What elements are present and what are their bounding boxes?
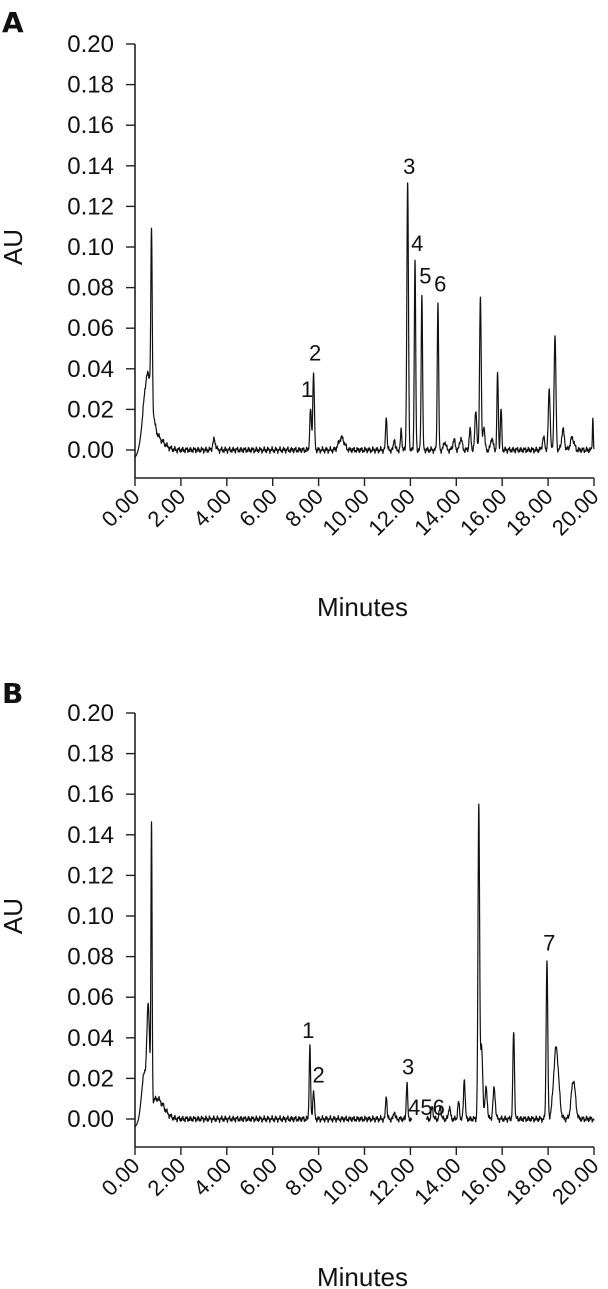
- x-tick-label: 2.00: [142, 484, 190, 532]
- x-tick-label: 18.00: [501, 484, 558, 541]
- x-tick-label: 16.00: [455, 1153, 512, 1210]
- peak-label: 1: [302, 1018, 314, 1043]
- y-tick-label: 0.14: [67, 153, 114, 180]
- y-tick-label: 0.10: [67, 903, 114, 930]
- peak-label: 5: [419, 264, 431, 289]
- x-tick-label: 10.00: [317, 484, 374, 541]
- y-tick-label: 0.12: [67, 862, 114, 889]
- y-tick-label: 0.02: [67, 396, 114, 423]
- y-tick-label: 0.04: [67, 356, 114, 383]
- peak-label: 3: [403, 154, 415, 179]
- peak-label: 6: [434, 272, 446, 297]
- peak-label: 4: [411, 231, 423, 256]
- y-tick-label: 0.14: [67, 822, 114, 849]
- peak-label: 2: [312, 1062, 324, 1087]
- panel-label: B: [2, 677, 23, 710]
- x-axis-title: Minutes: [317, 1262, 408, 1289]
- y-tick-label: 0.04: [67, 1025, 114, 1052]
- x-tick-label: 14.00: [409, 484, 466, 541]
- chromatogram-plot: 0.20 0.18 0.16 0.14 0.12 0.10 0.08 0.06 0.04 0.02…: [0, 31, 604, 622]
- y-tick-label: 0.02: [67, 1065, 114, 1092]
- x-tick-label: 12.00: [363, 484, 420, 541]
- chromatogram-trace: [134, 803, 595, 1128]
- y-tick-label: 0.18: [67, 72, 114, 99]
- y-tick-label: 0.08: [67, 275, 114, 302]
- x-tick-label: 6.00: [234, 1153, 282, 1201]
- x-tick-label: 18.00: [501, 1153, 558, 1210]
- y-tick-label: 0.00: [67, 437, 114, 464]
- peak-label: 456: [408, 1095, 445, 1120]
- peak-label: 1: [301, 377, 313, 402]
- x-tick-label: 16.00: [455, 484, 512, 541]
- x-tick-label: 10.00: [317, 1153, 374, 1210]
- y-tick-label: 0.16: [67, 781, 114, 808]
- peak-label: 7: [543, 931, 555, 956]
- y-axis-title: AU: [0, 229, 28, 265]
- x-tick-label: 6.00: [234, 484, 282, 532]
- x-tick-label: 4.00: [188, 1153, 236, 1201]
- y-tick-label: 0.20: [67, 700, 114, 727]
- x-axis-title: Minutes: [317, 592, 408, 622]
- y-tick-label: 0.16: [67, 112, 114, 139]
- x-tick-label: 12.00: [363, 1153, 420, 1210]
- x-tick-label: 20.00: [547, 484, 604, 541]
- y-tick-label: 0.10: [67, 234, 114, 261]
- x-tick-label: 14.00: [409, 1153, 466, 1210]
- y-tick-label: 0.06: [67, 315, 114, 342]
- y-tick-label: 0.18: [67, 741, 114, 768]
- y-tick-label: 0.20: [67, 31, 114, 58]
- peak-label: 3: [402, 1054, 414, 1079]
- y-tick-label: 0.00: [67, 1106, 114, 1133]
- peak-label: 2: [309, 341, 321, 366]
- y-tick-label: 0.08: [67, 944, 114, 971]
- chromatogram-plot: 0.20 0.18 0.16 0.14 0.12 0.10 0.08 0.06 0.04 0.02…: [0, 700, 604, 1289]
- y-axis-title: AU: [0, 898, 28, 934]
- x-tick-label: 20.00: [547, 1153, 604, 1210]
- panel-label: A: [2, 6, 24, 39]
- x-tick-label: 4.00: [188, 484, 236, 532]
- x-tick-label: 2.00: [142, 1153, 190, 1201]
- chromatogram-trace: [134, 182, 595, 458]
- y-tick-label: 0.12: [67, 193, 114, 220]
- x-tick-label: 0.00: [97, 484, 145, 532]
- x-tick-label: 0.00: [97, 1153, 145, 1201]
- y-tick-label: 0.06: [67, 984, 114, 1011]
